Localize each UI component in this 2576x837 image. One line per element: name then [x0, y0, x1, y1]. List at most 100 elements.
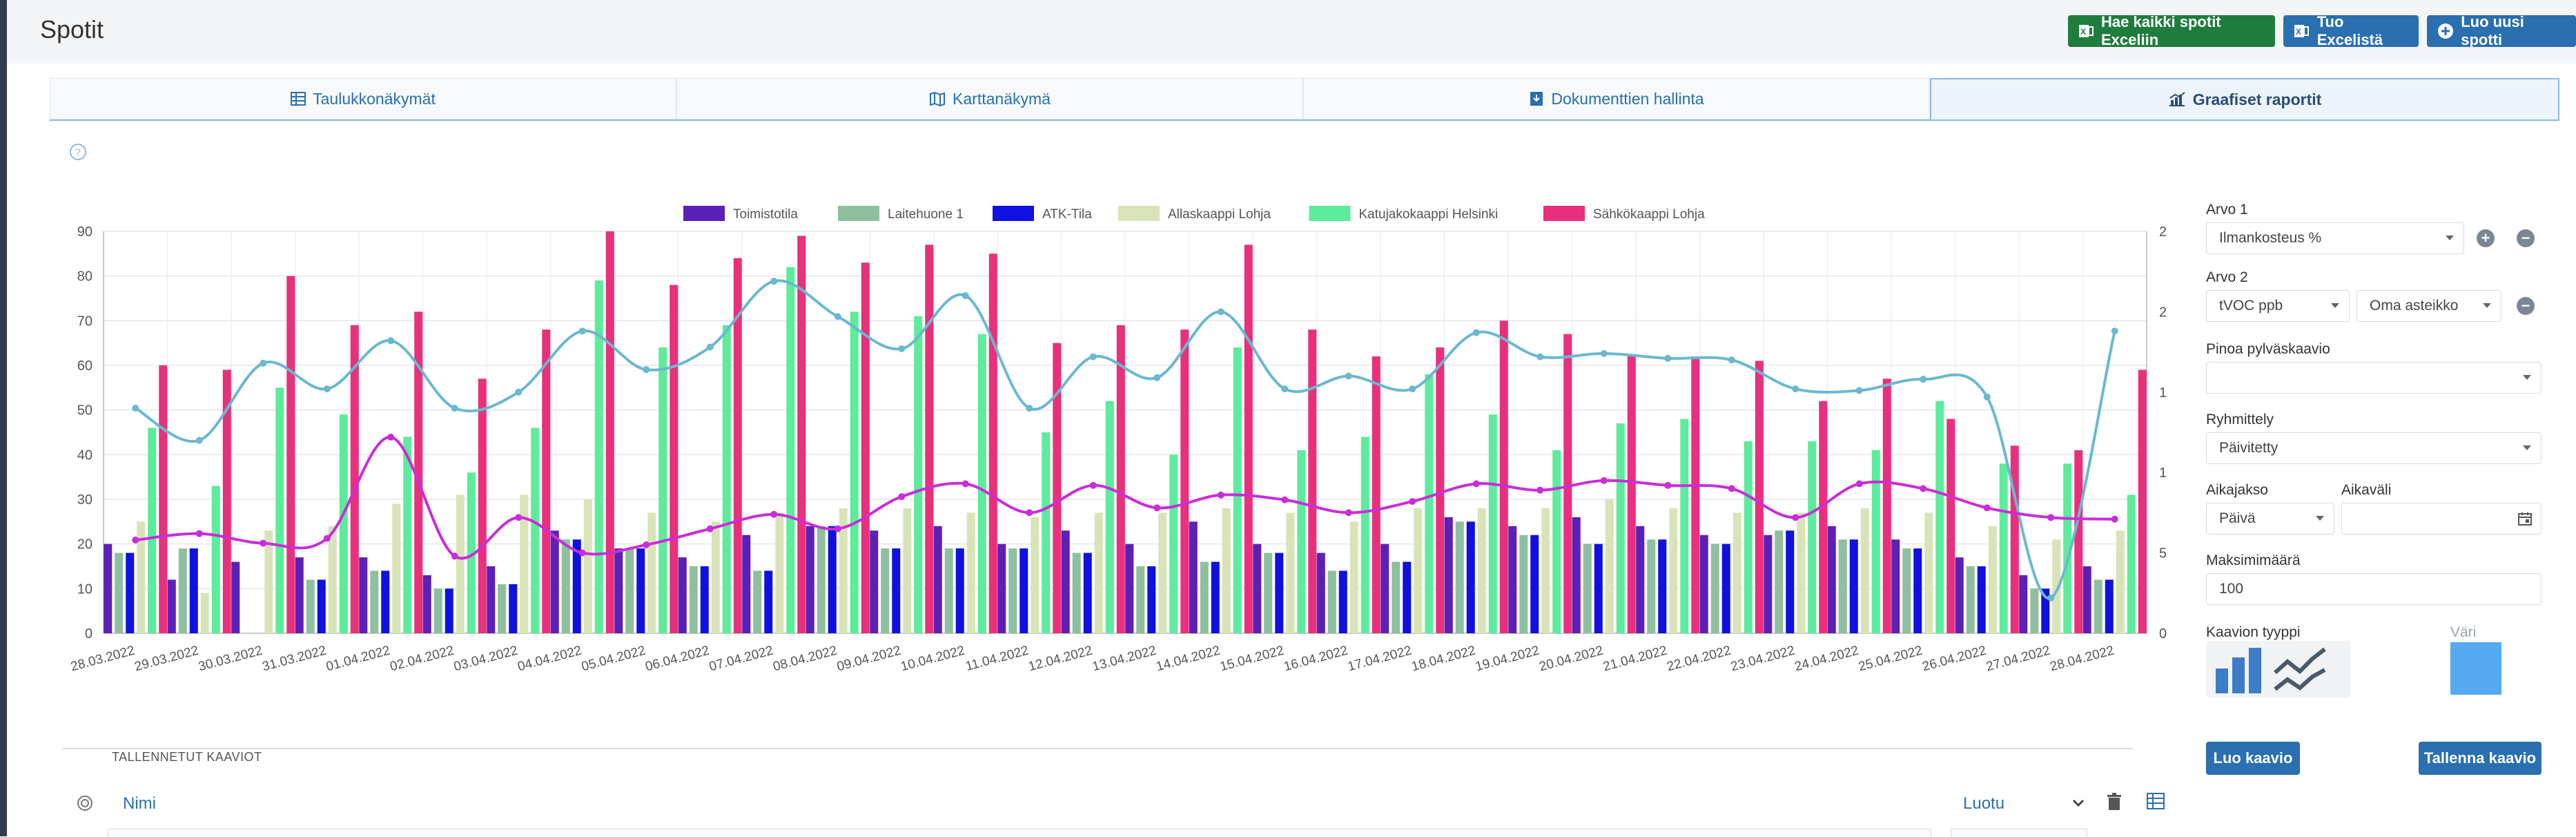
chart-type-picker[interactable]	[2206, 641, 2351, 698]
bar	[1988, 526, 1997, 633]
x-tick-label: 06.04.2022	[644, 644, 711, 675]
tab-map-view[interactable]: Karttanäkymä	[676, 78, 1303, 119]
bar	[733, 258, 742, 633]
new-spot-button[interactable]: Luo uusi spotti	[2427, 13, 2576, 48]
save-chart-button[interactable]: Tallenna kaavio	[2419, 742, 2541, 775]
line-point	[1217, 491, 1224, 499]
bar	[1425, 374, 1434, 633]
select-all-icon[interactable]	[76, 794, 94, 816]
line-point	[323, 385, 331, 393]
period-select[interactable]: Päivä	[2206, 503, 2334, 535]
bar	[542, 329, 551, 633]
line-point	[260, 539, 267, 547]
bar	[1244, 244, 1253, 633]
x-tick-label: 25.04.2022	[1857, 644, 1924, 675]
interval-date-input[interactable]	[2341, 503, 2541, 535]
column-created[interactable]: Luotu	[1963, 794, 2005, 813]
series-line	[135, 435, 2115, 560]
grouping-label: Ryhmittely	[2206, 412, 2274, 427]
legend-label: Toimistotila	[733, 207, 798, 222]
bar	[2019, 575, 2028, 633]
line-chart-type-icon[interactable]	[2272, 646, 2328, 697]
line-point	[1792, 514, 1799, 521]
import-excel-button[interactable]: X Tuo Excelistä	[2283, 13, 2419, 48]
bar	[104, 543, 113, 633]
line-point	[1920, 376, 1927, 383]
bar	[861, 262, 870, 633]
create-chart-button[interactable]: Luo kaavio	[2206, 742, 2300, 775]
page-header: Spotit X Hae kaikki spotit Exceliin X Tu…	[7, 0, 2576, 64]
series-line	[135, 279, 2116, 600]
x-tick-label: 02.04.2022	[389, 644, 456, 675]
bar	[711, 521, 720, 633]
value2-select[interactable]: tVOC ppb	[2206, 290, 2350, 322]
stack-select[interactable]	[2206, 362, 2541, 394]
tab-table-views[interactable]: Taulukkonäkymät	[50, 78, 676, 119]
remove-value2-icon[interactable]: −	[2517, 297, 2535, 315]
bar	[1860, 508, 1869, 633]
bar-chart-type-icon[interactable]	[2213, 645, 2265, 698]
line-point	[1409, 385, 1416, 393]
line-point	[1855, 387, 1863, 394]
bar	[520, 494, 529, 633]
y-tick-label: 40	[77, 448, 92, 463]
chevron-down-icon	[2523, 375, 2531, 380]
add-value-icon[interactable]: +	[2477, 229, 2495, 247]
column-name[interactable]: Nimi	[123, 794, 156, 813]
y2-tick-label: 0	[2159, 626, 2167, 642]
y2-tick-label: 200	[2159, 305, 2167, 320]
bar	[1042, 432, 1051, 633]
remove-value1-icon[interactable]: −	[2517, 229, 2535, 247]
value1-select[interactable]: Ilmankosteus %	[2206, 222, 2464, 254]
bar	[498, 584, 507, 633]
bar	[1264, 552, 1273, 633]
bar	[933, 526, 942, 633]
grouping-select[interactable]: Päivitetty	[2206, 432, 2541, 464]
legend-label: Katujakokaappi Helsinki	[1359, 207, 1499, 222]
scale-select[interactable]: Oma asteikko	[2357, 290, 2501, 322]
bar	[1008, 548, 1017, 633]
bar	[487, 566, 496, 633]
bar	[2041, 588, 2050, 633]
bar	[1031, 517, 1040, 633]
bar	[1297, 450, 1306, 633]
bar	[1466, 521, 1475, 633]
bar	[2105, 579, 2114, 633]
bar	[1392, 561, 1401, 633]
tab-graphical-reports[interactable]: Graafiset raportit	[1930, 78, 2559, 119]
max-value: 100	[2219, 581, 2244, 597]
tab-label: Karttanäkymä	[953, 89, 1051, 108]
bar	[2063, 463, 2072, 633]
table-view-icon[interactable]	[2147, 793, 2165, 813]
tab-document-management[interactable]: Dokumenttien hallinta	[1303, 78, 1930, 119]
trash-icon[interactable]	[2107, 793, 2122, 814]
info-icon[interactable]: ?	[69, 143, 87, 164]
bar	[850, 311, 859, 633]
line-point	[260, 359, 267, 367]
bar	[670, 285, 679, 633]
calendar-icon[interactable]	[2517, 511, 2533, 530]
bar	[1882, 378, 1891, 633]
bar	[359, 557, 368, 633]
saved-row-date[interactable]	[1951, 829, 2087, 837]
saved-row[interactable]	[108, 829, 1931, 837]
bar	[1444, 517, 1453, 633]
line-point	[834, 525, 841, 532]
bar	[1924, 512, 1933, 633]
bar	[1819, 401, 1828, 633]
bar	[614, 548, 623, 633]
legend-label: Laitehuone 1	[888, 207, 964, 222]
color-swatch[interactable]	[2450, 642, 2501, 695]
report-chart: 0 10 20 30 40 50 60 70 80 90 0 50 100 150 200 250 28.03.…	[55, 193, 2182, 691]
bar	[456, 494, 465, 633]
bar	[286, 276, 295, 634]
bar	[467, 472, 476, 633]
y-tick-label: 50	[77, 403, 92, 418]
export-all-excel-button[interactable]: X Hae kaikki spotit Exceliin	[2068, 13, 2275, 48]
bar	[1827, 526, 1836, 633]
bar	[1775, 530, 1784, 633]
max-input[interactable]: 100	[2206, 573, 2541, 605]
chevron-down-icon[interactable]	[2072, 798, 2085, 811]
color-label: Väri	[2450, 624, 2477, 640]
line-point	[1536, 353, 1544, 360]
